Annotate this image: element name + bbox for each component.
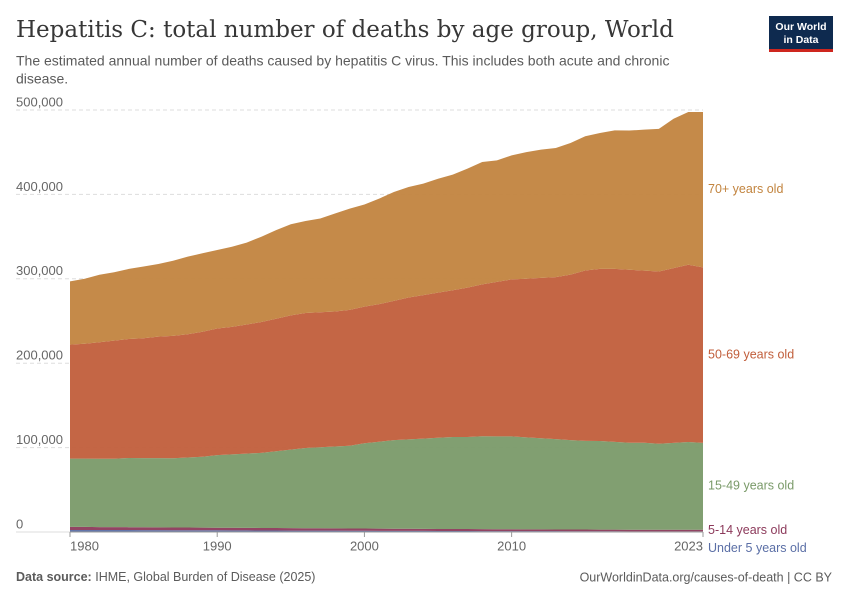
y-tick-label: 500,000 — [16, 94, 63, 109]
logo-text: Our World — [775, 21, 826, 33]
area — [70, 436, 703, 530]
x-tick-label: 2023 — [674, 538, 703, 553]
logo-bar — [769, 49, 833, 52]
series-label: 70+ years old — [708, 182, 783, 196]
series-label: 15-49 years old — [708, 479, 794, 493]
source-label: Data source: — [16, 570, 92, 584]
chart-title: Hepatitis C: total number of deaths by a… — [16, 17, 674, 43]
area — [70, 526, 703, 532]
y-tick-label: 300,000 — [16, 263, 63, 278]
footer-link[interactable]: OurWorldinData.org/causes-of-death | CC … — [580, 570, 833, 584]
area — [70, 264, 703, 459]
area — [70, 529, 703, 532]
y-tick-label: 400,000 — [16, 179, 63, 194]
y-tick-label: 100,000 — [16, 432, 63, 447]
subtitle-line-1: The estimated annual number of deaths ca… — [16, 53, 669, 69]
x-tick-label: 1980 — [70, 538, 99, 553]
x-tick-label: 2010 — [497, 538, 526, 553]
source-text: IHME, Global Burden of Disease (2025) — [95, 570, 315, 584]
series-label: 50-69 years old — [708, 347, 794, 361]
y-tick-label: 0 — [16, 516, 23, 531]
y-tick-label: 200,000 — [16, 348, 63, 363]
logo-text: in Data — [783, 34, 818, 46]
x-tick-label: 1990 — [203, 538, 232, 553]
logo[interactable] — [769, 16, 833, 52]
series-label: 5-14 years old — [708, 523, 787, 537]
area — [70, 112, 703, 345]
source: Data source: IHME, Global Burden of Dise… — [16, 570, 315, 584]
x-tick-label: 2000 — [350, 538, 379, 553]
subtitle-line-2: disease. — [16, 71, 68, 87]
series-label: Under 5 years old — [708, 541, 807, 555]
